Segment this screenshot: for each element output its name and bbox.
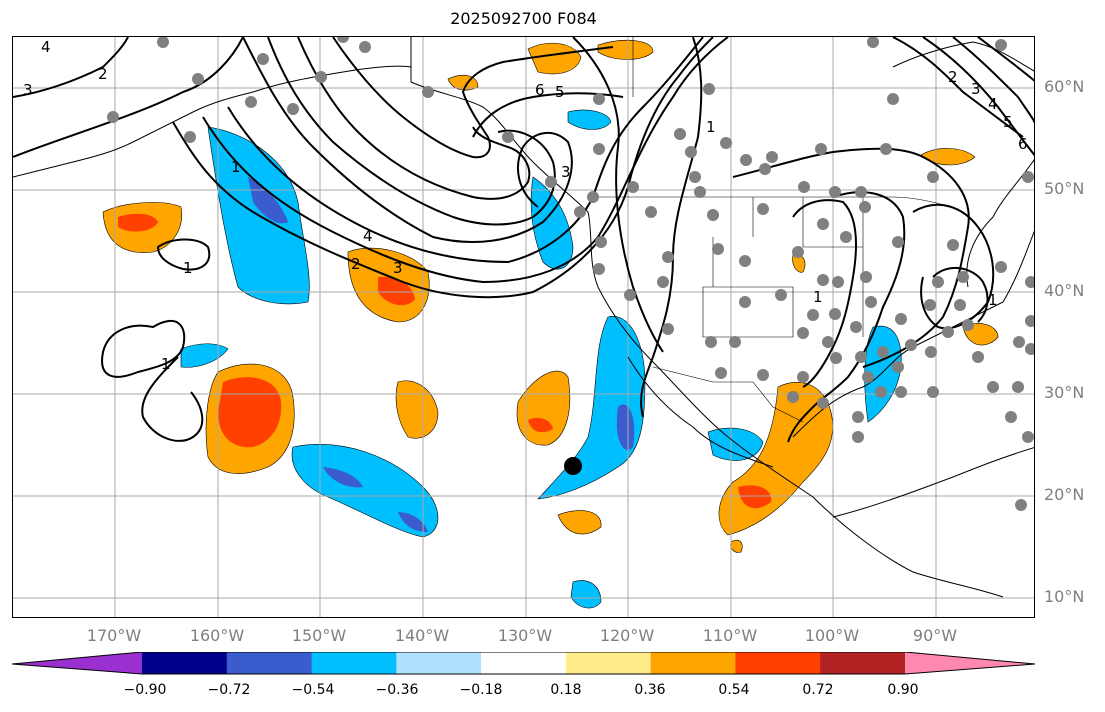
lat-label: 40°N [1044,281,1085,300]
contour-label: 2 [351,255,361,273]
lon-label: 140°W [394,626,450,645]
positive-region [920,148,976,166]
contour-label: 4 [41,38,51,56]
contour-label: 1 [706,118,716,136]
contour-label: 1 [988,291,998,309]
negative-region [567,109,612,130]
contour-label: 2 [98,65,108,83]
borders [410,37,954,423]
colorbar-tick: −0.18 [459,682,503,698]
lat-label: 50°N [1044,179,1085,198]
positive-region [395,380,439,439]
lon-label: 90°W [912,626,958,645]
colorbar-segment [650,652,736,674]
contour-label: 1 [231,158,241,176]
positive-region [218,377,282,448]
colorbar-tick: 0.18 [550,682,582,698]
negative-region [323,467,363,488]
colorbar-segment [396,652,482,674]
contour-label-group: 1 2 3 4 5 6 1 2 3 4 1 1 1 1 3 2 3 4 5 6 [23,38,1028,373]
positive-region [516,370,571,446]
contour-lines [13,37,1034,443]
colorbar-tick: −0.90 [123,682,167,698]
colorbar-segment [735,652,821,674]
figure-title: 2025092700 F084 [450,9,597,28]
colorbar-tick: −0.54 [291,682,335,698]
positive-region [557,510,602,535]
negative-region [180,343,229,368]
negative-region [707,427,764,461]
lat-label: 10°N [1044,587,1085,606]
lon-label: 100°W [804,626,860,645]
lat-label: 60°N [1044,77,1085,96]
colorbar-segment [226,652,313,674]
colorbar-tick: 0.90 [887,682,919,698]
lon-label: 160°W [189,626,245,645]
contour-label: 4 [363,227,373,245]
lon-label: 110°W [702,626,758,645]
station-markers [107,37,1034,511]
negative-region [570,580,602,609]
contour-label: 1 [183,259,193,277]
colorbar-segment [311,652,397,674]
highlight-marker [564,457,582,475]
contour-label: 6 [1018,135,1028,153]
contour-label: 3 [561,163,571,181]
lon-label: 120°W [599,626,655,645]
colorbar-tick: 0.72 [802,682,834,698]
positive-region [738,485,772,509]
lat-label: 30°N [1044,383,1085,402]
negative-region [537,316,646,500]
contour-label: 3 [23,81,33,99]
lon-label: 170°W [86,626,142,645]
positive-region [527,42,582,75]
colorbar [12,652,1036,675]
positive-region [597,40,654,60]
coastlines [13,37,1034,598]
positive-region [528,417,553,433]
colorbar-segment [820,652,906,674]
colorbar-tick: −0.72 [207,682,251,698]
colorbar-segment [142,652,228,674]
colorbar-tick: 0.54 [718,682,750,698]
map-panel: 1 2 3 4 5 6 1 2 3 4 1 1 1 1 3 2 3 4 5 6 [12,36,1035,618]
colorbar-extend-high [905,652,1035,674]
contour-label: 3 [393,259,403,277]
colorbar-tick: −0.36 [375,682,419,698]
contour-label: 5 [555,83,565,101]
contour-label: 6 [535,81,545,99]
contour-label: 2 [948,68,958,86]
negative-region [616,404,635,451]
map-canvas: 1 2 3 4 5 6 1 2 3 4 1 1 1 1 3 2 3 4 5 6 [13,37,1034,617]
colorbar-tick: 0.36 [634,682,666,698]
colorbar-outline [12,652,1036,675]
lat-label: 20°N [1044,485,1085,504]
contour-label: 1 [813,288,823,306]
colorbar-segment [481,652,567,674]
contour-label: 5 [1003,113,1013,131]
lon-label: 150°W [291,626,347,645]
colorbar-segment [565,652,652,674]
contour-label: 3 [971,80,981,98]
anomaly-shading [102,40,999,609]
positive-region [118,213,158,232]
contour-label: 1 [161,355,171,373]
positive-region [730,539,743,553]
negative-region [248,177,288,224]
lon-label: 130°W [497,626,553,645]
negative-region [398,512,428,532]
contour-label: 4 [988,95,998,113]
colorbar-extend-low [12,652,142,674]
